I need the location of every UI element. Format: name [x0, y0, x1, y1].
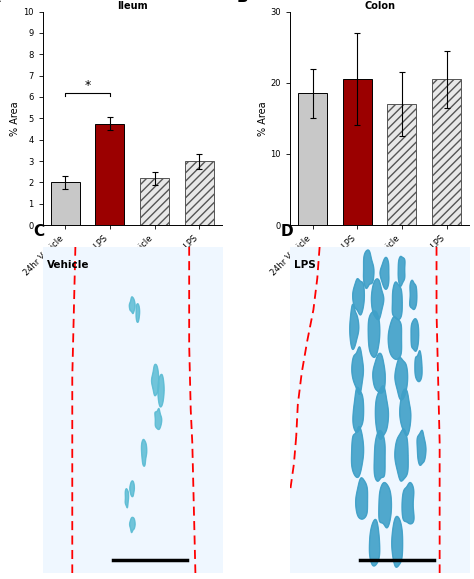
- Polygon shape: [392, 516, 402, 567]
- Polygon shape: [410, 280, 417, 310]
- Polygon shape: [411, 318, 419, 351]
- Y-axis label: % Area: % Area: [10, 101, 20, 135]
- Bar: [387, 104, 417, 225]
- Polygon shape: [129, 297, 135, 314]
- Text: Vehicle: Vehicle: [46, 260, 89, 270]
- Polygon shape: [350, 305, 359, 349]
- Bar: [298, 93, 327, 225]
- Polygon shape: [415, 351, 422, 382]
- Polygon shape: [372, 279, 384, 320]
- Polygon shape: [364, 250, 374, 288]
- Polygon shape: [400, 389, 411, 435]
- Bar: [95, 124, 125, 225]
- Polygon shape: [155, 409, 162, 430]
- Polygon shape: [402, 482, 414, 524]
- Polygon shape: [373, 353, 385, 393]
- Polygon shape: [356, 478, 367, 519]
- Text: LPS: LPS: [294, 260, 316, 270]
- Polygon shape: [136, 304, 140, 323]
- Polygon shape: [374, 431, 385, 481]
- Text: C: C: [34, 224, 45, 239]
- Polygon shape: [129, 518, 135, 533]
- Text: *: *: [84, 79, 91, 91]
- Polygon shape: [395, 357, 408, 400]
- Polygon shape: [380, 258, 389, 290]
- Polygon shape: [395, 429, 408, 481]
- Text: D: D: [281, 224, 294, 239]
- Polygon shape: [152, 364, 159, 396]
- Polygon shape: [352, 347, 364, 394]
- Title: Alcian Blue Expression in the
Ileum: Alcian Blue Expression in the Ileum: [52, 0, 213, 11]
- Polygon shape: [368, 311, 380, 357]
- Bar: [140, 178, 169, 225]
- Bar: [432, 79, 461, 225]
- Polygon shape: [388, 317, 401, 360]
- Y-axis label: % Area: % Area: [257, 101, 268, 135]
- Polygon shape: [353, 278, 365, 315]
- Polygon shape: [375, 386, 389, 439]
- Polygon shape: [417, 430, 426, 466]
- Polygon shape: [130, 481, 134, 497]
- Polygon shape: [398, 256, 405, 286]
- Polygon shape: [158, 375, 164, 407]
- Polygon shape: [392, 282, 402, 320]
- Polygon shape: [353, 387, 364, 433]
- Polygon shape: [352, 427, 364, 478]
- Bar: [185, 161, 214, 225]
- Title: Alcian Blue Expression in the
Colon: Alcian Blue Expression in the Colon: [299, 0, 460, 11]
- Bar: [51, 182, 80, 225]
- Polygon shape: [379, 482, 392, 528]
- Polygon shape: [369, 519, 380, 566]
- Polygon shape: [141, 439, 147, 466]
- Bar: [343, 79, 372, 225]
- Text: B: B: [236, 0, 248, 5]
- Polygon shape: [125, 489, 128, 508]
